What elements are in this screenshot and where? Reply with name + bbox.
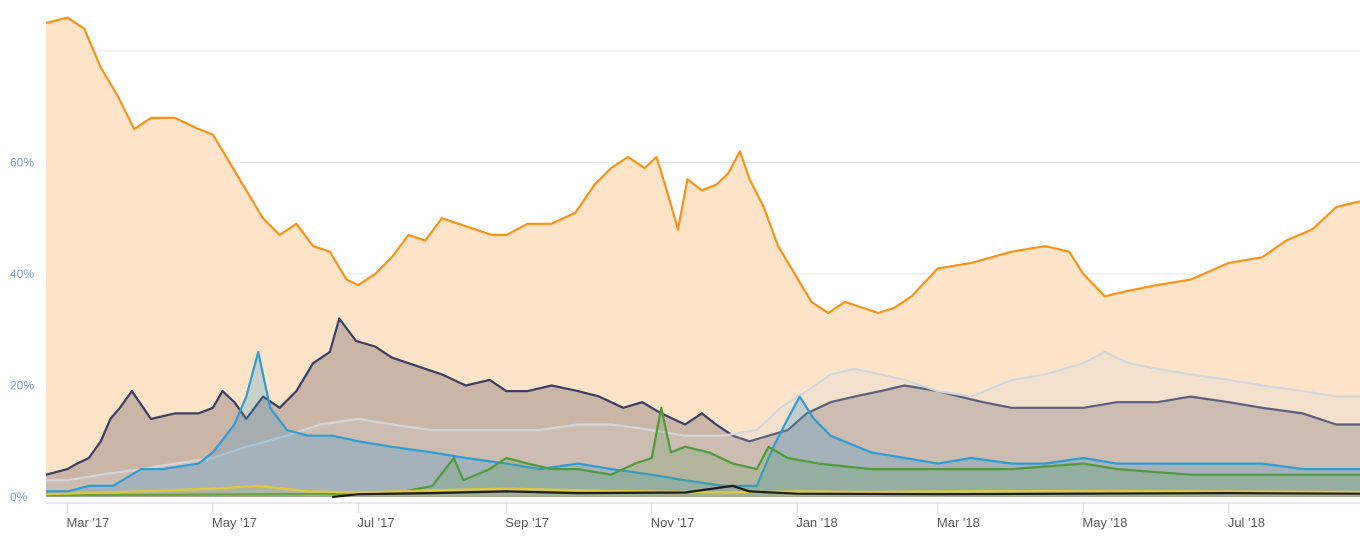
series-6-line: [332, 484, 1360, 499]
y-tick-label: 0%: [10, 490, 28, 504]
series-1-line: [45, 317, 1360, 476]
series-4-line: [45, 406, 1360, 497]
y-tick-label: 20%: [10, 379, 34, 393]
axes: 0% 20% 40% 60% Mar '17 May '17 Jul '17 Sep '17 N…: [10, 156, 1360, 530]
series-2-area: [46, 352, 1360, 497]
series-area: [45, 16, 1360, 499]
series-5-line: [45, 484, 1360, 496]
x-tick-label: Nov '17: [651, 515, 695, 530]
x-tick-label: May '17: [212, 515, 257, 530]
series-2-line: [46, 350, 1360, 482]
series-1-area: [46, 318, 1360, 497]
series-0-line: [45, 16, 1360, 315]
series-4-area: [46, 407, 1360, 497]
x-tick-label: Mar '18: [937, 515, 980, 530]
y-tick-label: 40%: [10, 267, 34, 281]
x-tick-label: Jul '17: [357, 515, 394, 530]
series-3-area: [46, 352, 1360, 497]
y-tick-label: 60%: [10, 156, 34, 170]
x-tick-label: May '18: [1082, 515, 1127, 530]
x-tick-label: Mar '17: [66, 515, 109, 530]
x-tick-label: Jan '18: [796, 515, 838, 530]
x-tick-label: Jul '18: [1228, 515, 1265, 530]
x-tick-label: Sep '17: [505, 515, 549, 530]
series-3-line: [46, 350, 1360, 493]
